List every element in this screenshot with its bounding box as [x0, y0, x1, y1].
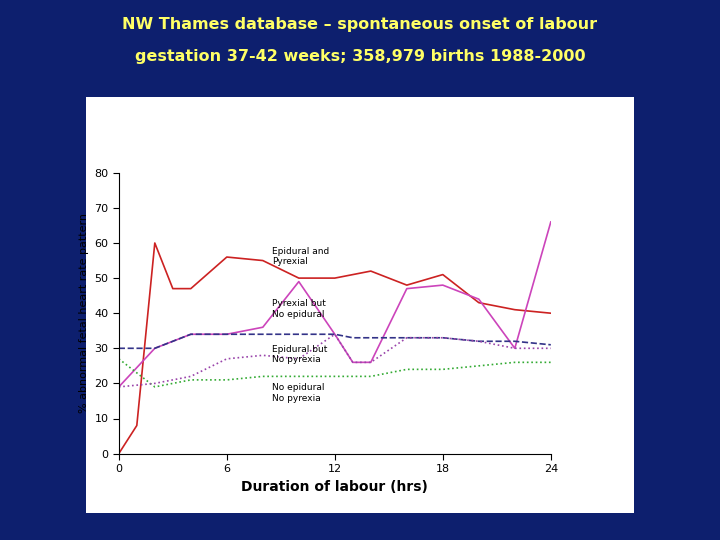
Text: Pyrexial but
No epidural: Pyrexial but No epidural [271, 299, 325, 319]
Text: Epidural but
No pyrexia: Epidural but No pyrexia [271, 345, 327, 364]
X-axis label: Duration of labour (hrs): Duration of labour (hrs) [241, 480, 428, 494]
Text: gestation 37-42 weeks; 358,979 births 1988-2000: gestation 37-42 weeks; 358,979 births 19… [135, 49, 585, 64]
Text: Epidural and
Pyrexial: Epidural and Pyrexial [271, 246, 329, 266]
Text: No epidural
No pyrexia: No epidural No pyrexia [271, 383, 324, 403]
Text: NW Thames database – spontaneous onset of labour: NW Thames database – spontaneous onset o… [122, 17, 598, 32]
Y-axis label: % abnormal fetal heart rate pattern: % abnormal fetal heart rate pattern [78, 213, 89, 413]
